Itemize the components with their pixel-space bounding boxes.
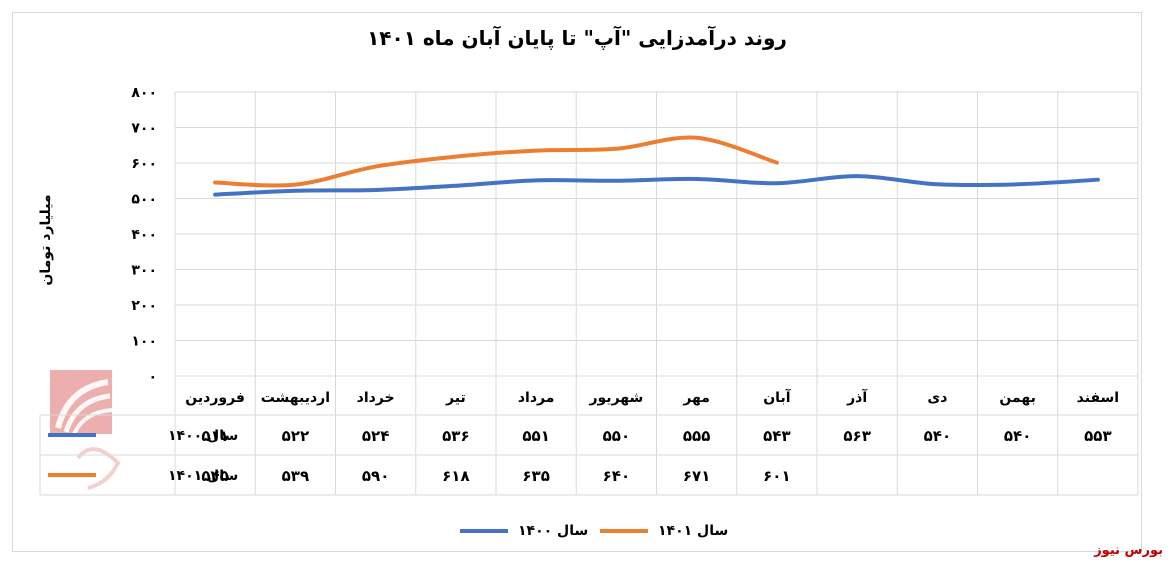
series-point	[214, 194, 216, 196]
table-value-cell: ۵۴۰	[924, 427, 951, 445]
legend-label-1400: سال ۱۴۰۰	[518, 523, 589, 539]
series-point	[1097, 179, 1099, 181]
series-point	[776, 182, 778, 184]
table-value-cell: ۵۵۵	[683, 427, 710, 445]
series-point	[455, 185, 457, 187]
table-value-cell: ۶۴۰	[603, 467, 630, 485]
x-tick-label: تیر	[445, 390, 466, 406]
table-value-cell: ۵۲۲	[282, 427, 309, 445]
table-value-cell: ۵۲۴	[362, 427, 389, 445]
y-tick-label: ۶۰۰	[131, 156, 157, 172]
source-label: بورس نیوز	[1094, 543, 1163, 558]
table-value-cell: ۵۵۳	[1084, 427, 1111, 445]
y-tick-label: ۵۰۰	[131, 192, 157, 208]
x-tick-label: اردیبهشت	[261, 390, 330, 406]
y-tick-label: ۸۰۰	[131, 85, 157, 101]
legend-label-1401: سال ۱۴۰۱	[658, 523, 729, 539]
table-value-cell: ۵۵۰	[603, 427, 630, 445]
series-point	[1017, 183, 1019, 185]
x-tick-label: شهریور	[588, 390, 643, 406]
x-tick-label: مهر	[682, 390, 710, 406]
x-tick-label: بهمن	[999, 390, 1035, 406]
watermark-logo	[50, 370, 121, 490]
series-point	[776, 162, 778, 164]
y-tick-label: ۳۰۰	[131, 263, 157, 279]
y-tick-label: ۷۰۰	[131, 121, 157, 137]
table-series-name: سال ۱۴۰۰	[168, 428, 238, 444]
x-tick-label: اسفند	[1077, 390, 1119, 406]
table-value-cell: ۵۴۰	[1004, 427, 1031, 445]
x-tick-label: فروردین	[185, 390, 245, 406]
x-tick-label: آبان	[763, 388, 791, 406]
table-series-name: سال ۱۴۰۱	[168, 468, 238, 484]
table-value-cell: ۶۷۱	[683, 467, 710, 485]
series-point	[535, 179, 537, 181]
x-tick-label: آذر	[846, 388, 868, 406]
series-point	[936, 183, 938, 185]
table-value-cell: ۵۴۵	[201, 467, 228, 485]
table-value-cell: ۵۳۹	[282, 467, 309, 485]
series-point	[375, 189, 377, 191]
legend-swatch-1400	[460, 529, 508, 533]
series-point	[696, 178, 698, 180]
table-value-cell: ۵۴۳	[763, 427, 790, 445]
y-tick-label: ۲۰۰	[131, 298, 157, 314]
x-tick-label: مرداد	[518, 390, 555, 406]
chart-frame	[12, 12, 1142, 552]
table-value-cell: ۶۰۱	[763, 467, 790, 485]
series-point	[856, 175, 858, 177]
series-line	[213, 174, 1100, 197]
y-tick-label: ۰	[148, 369, 157, 385]
table-value-cell: ۵۵۱	[522, 427, 549, 445]
series-point	[615, 180, 617, 182]
series-point	[375, 166, 377, 168]
table-value-cell: ۵۹۰	[362, 467, 389, 485]
series-point	[294, 190, 296, 192]
series-point	[455, 156, 457, 158]
series-line	[213, 135, 779, 188]
x-tick-label: دی	[927, 390, 947, 406]
y-tick-label: ۴۰۰	[131, 227, 157, 243]
x-tick-label: خرداد	[357, 390, 395, 406]
table-value-cell: ۶۱۸	[442, 467, 469, 485]
table-value-cell: ۶۳۵	[522, 467, 549, 485]
table-value-cell: ۵۳۶	[442, 427, 469, 445]
series-point	[535, 150, 537, 152]
legend-item-1400: سال ۱۴۰۰	[460, 520, 588, 542]
legend-swatch-1401	[600, 529, 648, 533]
chart-title: روند درآمدزایی "آپ" تا پایان آبان ماه ۱۴…	[367, 26, 787, 50]
legend: سال ۱۴۰۰ سال ۱۴۰۱	[0, 520, 1171, 542]
table-value-cell: ۵۶۳	[843, 427, 870, 445]
series-point	[615, 148, 617, 150]
table-value-cell: ۵۱۱	[201, 427, 228, 445]
legend-item-1401: سال ۱۴۰۱	[600, 520, 728, 542]
y-tick-label: ۱۰۰	[131, 334, 157, 350]
series-point	[294, 184, 296, 186]
series-point	[214, 182, 216, 184]
series-point	[696, 137, 698, 139]
